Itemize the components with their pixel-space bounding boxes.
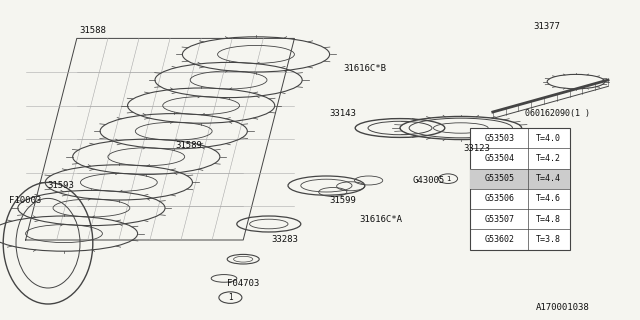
Text: 31616C*A: 31616C*A: [359, 215, 403, 224]
Text: 33123: 33123: [463, 144, 490, 153]
Text: 31616C*B: 31616C*B: [343, 64, 387, 73]
Text: T=4.6: T=4.6: [536, 195, 561, 204]
Text: G43005: G43005: [413, 176, 445, 185]
Text: 33143: 33143: [329, 109, 356, 118]
Text: F04703: F04703: [227, 279, 259, 288]
Text: 33283: 33283: [271, 236, 298, 244]
Text: G53503: G53503: [484, 134, 514, 143]
Text: G53504: G53504: [484, 154, 514, 163]
Text: T=4.2: T=4.2: [536, 154, 561, 163]
Text: G53506: G53506: [484, 195, 514, 204]
Text: 31589: 31589: [175, 141, 202, 150]
Text: 31599: 31599: [329, 196, 356, 204]
Text: 31377: 31377: [534, 22, 561, 31]
Text: 060162090(1 ): 060162090(1 ): [525, 109, 590, 118]
Text: 31588: 31588: [79, 26, 106, 35]
Text: T=3.8: T=3.8: [536, 235, 561, 244]
Text: G53602: G53602: [484, 235, 514, 244]
Text: T=4.4: T=4.4: [536, 174, 561, 183]
Text: T=4.0: T=4.0: [536, 134, 561, 143]
Text: G53507: G53507: [484, 215, 514, 224]
Text: A170001038: A170001038: [536, 303, 590, 312]
Text: T=4.8: T=4.8: [536, 215, 561, 224]
Text: 1: 1: [228, 293, 233, 302]
Text: G53505: G53505: [484, 174, 514, 183]
Text: F10003: F10003: [10, 196, 42, 204]
Bar: [470, 128, 570, 250]
Text: 31593: 31593: [47, 181, 74, 190]
Text: 1: 1: [445, 176, 451, 182]
Bar: [470, 169, 570, 189]
